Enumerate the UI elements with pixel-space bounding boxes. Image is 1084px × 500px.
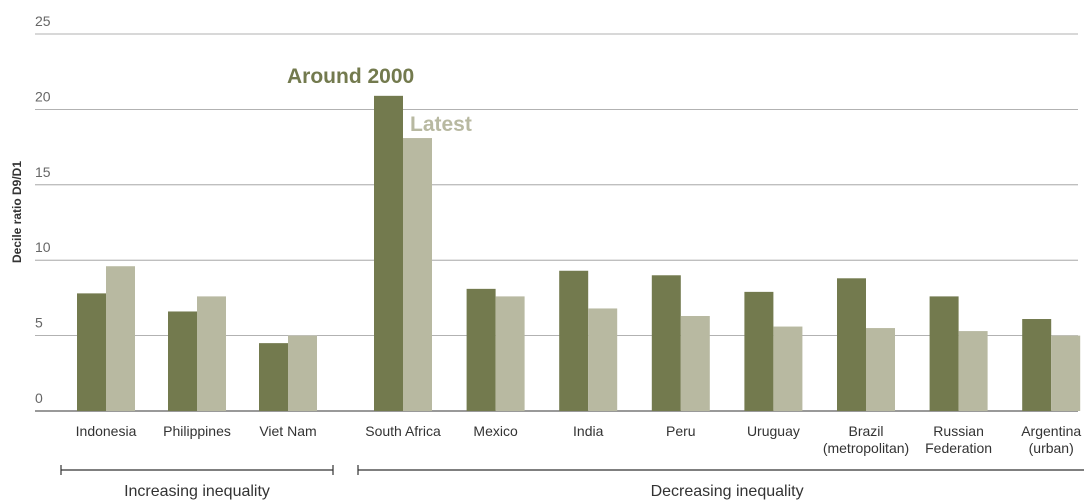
bar-around-2000: [374, 95, 403, 411]
category-label: India: [573, 423, 604, 439]
category-label: Philippines: [163, 423, 231, 439]
group-label: Increasing inequality: [124, 483, 270, 500]
legend-around-2000: Around 2000: [287, 65, 414, 88]
legend-latest: Latest: [410, 113, 472, 136]
category-label: (metropolitan): [823, 440, 909, 456]
bar-latest: [197, 296, 226, 411]
bar-around-2000: [929, 296, 959, 411]
bar-latest: [403, 138, 432, 411]
category-label: Federation: [925, 440, 992, 456]
bar-latest: [495, 296, 525, 411]
category-label: Uruguay: [747, 423, 800, 439]
bar-around-2000: [559, 270, 589, 411]
category-label: Mexico: [473, 423, 518, 439]
bar-latest: [288, 335, 317, 411]
bar-latest: [958, 331, 988, 411]
bar-latest: [773, 326, 803, 411]
y-tick-label: 25: [35, 13, 51, 29]
group-brackets: Increasing inequality Decreasing inequali…: [60, 465, 1084, 500]
bar-latest: [588, 308, 618, 411]
category-label: Argentina: [1021, 423, 1081, 439]
bar-around-2000: [77, 293, 106, 411]
category-label: Brazil: [848, 423, 883, 439]
bar-around-2000: [466, 288, 496, 411]
y-tick-label: 0: [35, 390, 43, 406]
category-label: South Africa: [365, 423, 441, 439]
y-axis-label: Decile ratio D9/D1: [10, 161, 24, 263]
y-tick-label: 20: [35, 88, 51, 104]
bar-around-2000: [168, 311, 197, 411]
bar-around-2000: [744, 291, 774, 411]
bar-around-2000: [837, 278, 866, 411]
bar-latest: [106, 266, 135, 411]
category-label: Peru: [666, 423, 696, 439]
y-tick-label: 15: [35, 164, 51, 180]
y-tick-label: 10: [35, 239, 51, 255]
category-label: Indonesia: [76, 423, 137, 439]
category-label: Viet Nam: [259, 423, 316, 439]
bars: [77, 95, 1081, 411]
category-labels: Indonesia Philippines Viet Nam South Africa…: [76, 423, 1082, 456]
bar-around-2000: [651, 275, 681, 411]
y-tick-labels: 0 5 10 15 20 25: [35, 13, 51, 406]
bar-around-2000: [259, 343, 288, 411]
category-label: (urban): [1029, 440, 1074, 456]
y-tick-label: 5: [35, 315, 43, 331]
category-label: Russian: [933, 423, 984, 439]
bar-latest: [1051, 335, 1081, 411]
bar-latest: [680, 315, 710, 411]
group-label: Decreasing inequality: [651, 483, 804, 500]
bar-around-2000: [1022, 319, 1052, 411]
bar-latest: [866, 328, 895, 411]
